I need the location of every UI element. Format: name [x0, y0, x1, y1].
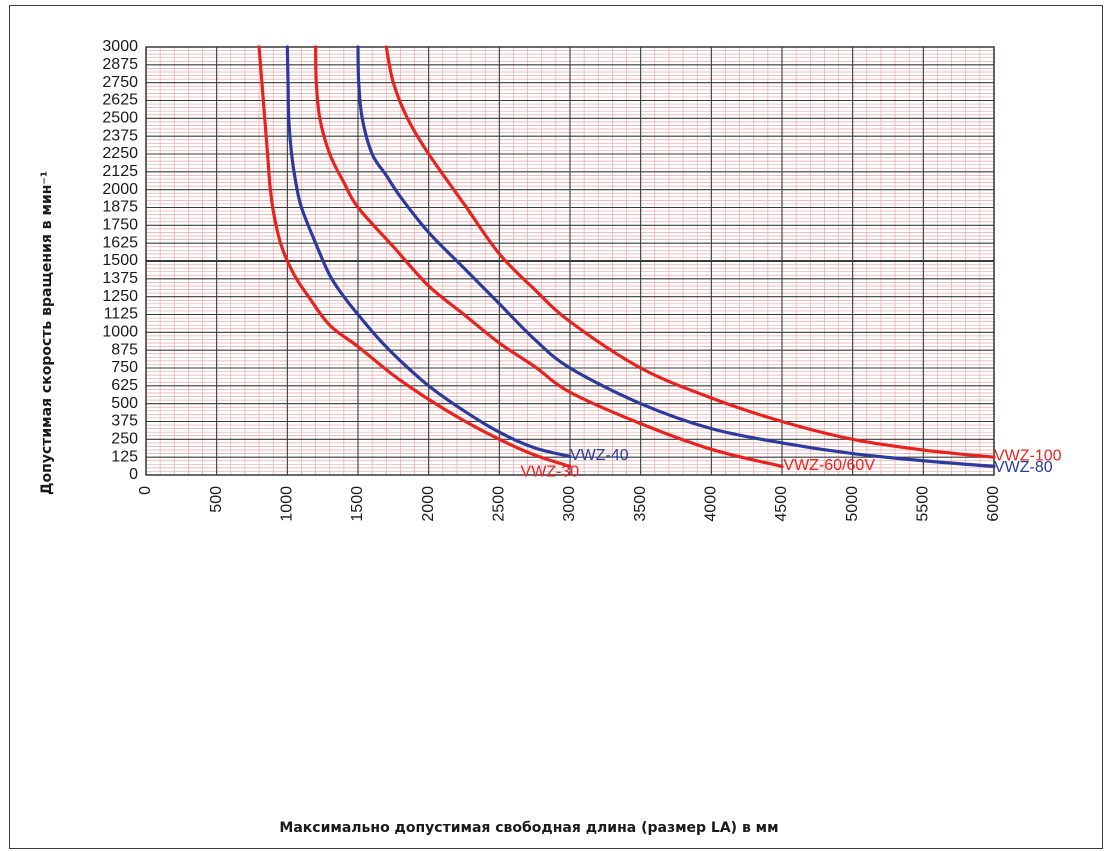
series-line-vwz-30	[257, 45, 572, 469]
x-tick-label: 1000	[279, 486, 296, 522]
y-tick-label: 750	[111, 359, 138, 376]
y-tick-label: 500	[111, 395, 138, 412]
series-line-vwz-100	[384, 45, 996, 459]
series-lines	[257, 45, 996, 469]
x-tick-label: 6000	[985, 486, 1002, 522]
x-tick-label: 500	[208, 486, 225, 513]
y-tick-label: 375	[111, 413, 138, 430]
y-tick-label: 2875	[102, 56, 138, 73]
y-tick-label: 1625	[102, 234, 138, 251]
y-tick-label: 2250	[102, 145, 138, 162]
y-tick-label: 875	[111, 341, 138, 358]
y-axis-label: Допустимая скорость вращения в мин⁻¹	[39, 171, 55, 495]
y-tick-label: 2375	[102, 127, 138, 144]
y-tick-label: 1250	[102, 288, 138, 305]
x-tick-label: 3500	[632, 486, 649, 522]
x-axis-label: Максимально допустимая свободная длина (…	[279, 820, 778, 836]
series-label-vwz-80: VWZ-80	[994, 459, 1053, 476]
series-label-vwz-30: VWZ-30	[521, 463, 580, 480]
y-tick-label: 3000	[102, 38, 138, 55]
y-tick-label: 2500	[102, 110, 138, 127]
y-tick-label: 1500	[102, 252, 138, 269]
y-tick-label: 625	[111, 377, 138, 394]
series-label-vwz-40: VWZ-40	[570, 447, 629, 464]
x-tick-label: 5000	[844, 486, 861, 522]
series-line-vwz-60-60v	[314, 45, 784, 469]
y-tick-label: 2000	[102, 181, 138, 198]
x-tick-label: 2000	[420, 486, 437, 522]
y-tick-label: 1000	[102, 324, 138, 341]
y-tick-label: 125	[111, 448, 138, 465]
x-tick-label: 4000	[703, 486, 720, 522]
x-tick-label: 4500	[773, 486, 790, 522]
y-tick-label: 1750	[102, 217, 138, 234]
x-tick-labels: 0 500 1000 1500 2000 2500 3000 3500 4000 4500 5000…	[137, 486, 1002, 522]
x-tick-label: 3000	[561, 486, 578, 522]
plot-area-border	[145, 46, 995, 476]
series-line-vwz-40	[285, 45, 572, 459]
y-tick-label: 2125	[102, 163, 138, 180]
x-tick-label: 0	[137, 486, 154, 495]
y-tick-label: 2750	[102, 74, 138, 91]
x-tick-label: 2500	[491, 486, 508, 522]
y-tick-label: 1875	[102, 199, 138, 216]
y-tick-label: 1375	[102, 270, 138, 287]
x-tick-label: 5500	[915, 486, 932, 522]
series-label-vwz-60-60v: VWZ-60/60V	[783, 457, 875, 474]
series-line-vwz-80	[356, 45, 996, 469]
y-tick-label: 0	[129, 466, 138, 483]
x-tick-label: 1500	[349, 486, 366, 522]
series-label-vwz-100: VWZ-100	[994, 448, 1062, 465]
y-tick-label: 250	[111, 431, 138, 448]
y-tick-labels: 0125250375500625750875100011251250137515…	[102, 38, 138, 483]
y-tick-label: 2625	[102, 92, 138, 109]
y-tick-label: 1125	[104, 306, 139, 323]
axes	[145, 46, 995, 476]
